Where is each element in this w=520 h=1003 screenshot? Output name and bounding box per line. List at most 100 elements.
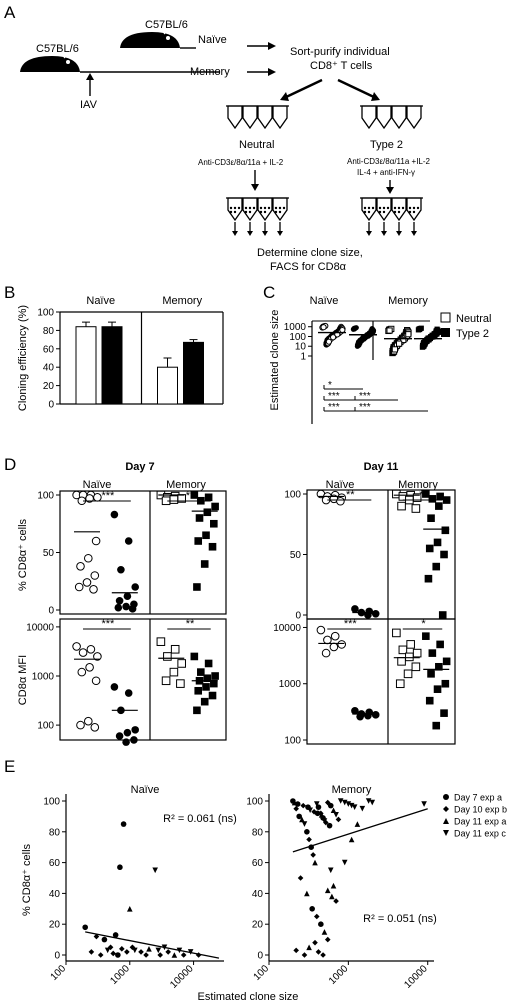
cell-dot <box>259 206 263 210</box>
determine-line2: FACS for CD8α <box>270 261 347 273</box>
correlation-point <box>299 816 305 823</box>
memory-label: Memory <box>190 66 230 78</box>
significance-label: ** <box>346 489 355 501</box>
y-axis-label: % CD8α⁺ cells <box>17 518 29 591</box>
y-tick-label: 100 <box>246 797 263 808</box>
x-tick-label: 100 <box>252 963 272 983</box>
data-point <box>122 602 130 611</box>
panel-b: B 0 20 40 60 80 100 Cloning efficiency (%) Naïv… <box>4 283 224 411</box>
data-point <box>169 667 179 677</box>
type2-condition-2: IL-4 + anti-IFN-γ <box>357 168 415 177</box>
data-point <box>197 668 205 676</box>
data-point <box>131 583 139 591</box>
correlation-point <box>309 906 315 912</box>
cell-dot <box>263 210 267 214</box>
well <box>376 105 392 130</box>
data-point <box>438 611 447 619</box>
panel-b-label: B <box>4 283 15 302</box>
y-tick-label: 100 <box>37 721 54 732</box>
data-point <box>170 644 180 654</box>
data-point <box>440 709 448 717</box>
correlation-point <box>359 805 366 812</box>
data-point <box>203 508 212 517</box>
x-tick-label: 10000 <box>402 963 430 991</box>
cell-dot <box>382 206 386 210</box>
y-tick-label: 0 <box>54 951 60 962</box>
cell-dot <box>267 206 271 210</box>
y-tick-label: 10000 <box>273 623 301 634</box>
iav-label: IAV <box>80 99 98 111</box>
y-tick-label: 40 <box>252 889 264 900</box>
group-label: Naïve <box>326 479 355 491</box>
group-label: Memory <box>398 479 438 491</box>
data-point <box>110 683 119 691</box>
y-tick-label: 40 <box>49 889 61 900</box>
data-point <box>211 502 219 511</box>
data-point <box>123 728 132 737</box>
significance-label: *** <box>359 391 371 402</box>
cloning-efficiency-chart: 0 20 40 60 80 100 Cloning efficiency (%) Naïve M… <box>17 295 224 411</box>
clone-point <box>370 329 376 335</box>
r-squared-label: R² = 0.051 (ns) <box>363 913 437 925</box>
data-point <box>441 526 450 535</box>
significance-label: *** <box>328 402 340 413</box>
data-point <box>435 662 443 671</box>
correlation-point <box>365 798 372 804</box>
data-point <box>76 720 85 730</box>
data-point <box>74 582 84 592</box>
correlation-point <box>300 802 307 809</box>
subplot-title: Memory <box>332 784 372 796</box>
determine-line1: Determine clone size, <box>257 247 363 259</box>
data-point <box>93 493 102 502</box>
correlation-point <box>117 864 123 871</box>
sort-line1: Sort-purify individual <box>290 46 390 58</box>
cell-dot <box>259 210 263 214</box>
clone-point <box>416 326 423 333</box>
significance-label: ** <box>186 618 195 630</box>
correlation-point <box>324 887 331 894</box>
data-point <box>351 605 359 613</box>
y-tick-label: 1000 <box>284 322 307 333</box>
cell-dot <box>233 210 237 214</box>
data-point <box>371 609 380 618</box>
type2-condition-1: Anti-CD3ε/8α/11a +IL-2 <box>347 157 431 166</box>
correlation-point <box>155 947 162 954</box>
correlation-point <box>313 801 320 807</box>
data-point <box>82 578 92 587</box>
correlation-point <box>330 807 337 814</box>
data-point <box>364 711 372 720</box>
data-point <box>204 493 213 502</box>
correlation-point <box>301 821 308 827</box>
harvest-arrowhead <box>277 231 283 236</box>
data-point <box>131 726 139 734</box>
data-point <box>193 583 201 591</box>
x-tick-label: 1000 <box>108 963 132 987</box>
type2-label: Type 2 <box>370 139 403 151</box>
group-label: Naïve <box>83 479 112 491</box>
legend-marker <box>443 806 449 812</box>
well <box>272 105 288 130</box>
correlation-point <box>313 913 320 920</box>
significance-label: *** <box>328 391 340 402</box>
data-point <box>193 706 201 715</box>
harvest-arrowhead <box>262 231 268 236</box>
data-point <box>442 657 451 666</box>
correlation-point <box>301 952 308 958</box>
bar-neutral <box>75 326 97 405</box>
data-point <box>406 640 415 649</box>
y-tick-label: 0 <box>295 611 301 622</box>
cell-dot <box>363 206 367 210</box>
clone-point <box>430 334 436 340</box>
data-point <box>397 657 406 666</box>
group-label: Memory <box>388 295 428 307</box>
cell-dot <box>233 206 237 210</box>
legend-type2: Type 2 <box>456 328 489 340</box>
data-point <box>84 553 93 563</box>
cell-dot <box>244 206 248 210</box>
data-point <box>208 691 217 700</box>
clone-point <box>339 326 346 334</box>
clone-point <box>361 336 367 342</box>
data-point <box>123 592 132 600</box>
